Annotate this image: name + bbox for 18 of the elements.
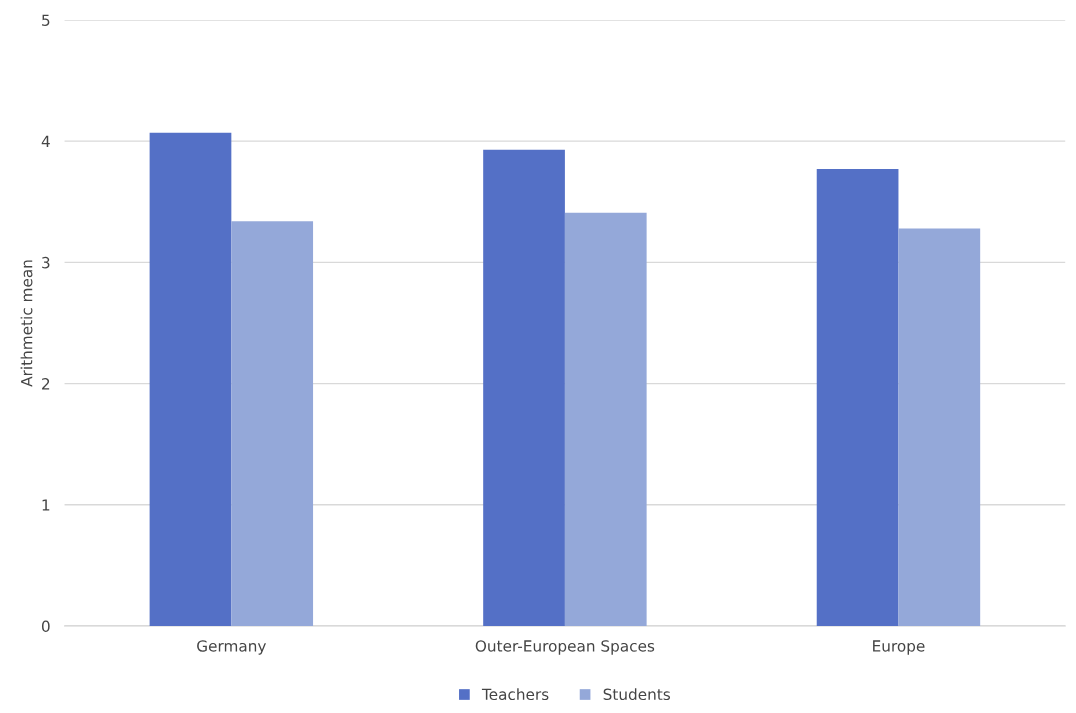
bar: [816, 169, 899, 627]
y-tick-label: 0: [41, 620, 50, 633]
y-tick-label: 1: [42, 499, 50, 511]
x-tick-label: Outer-European Spaces: [475, 640, 655, 655]
y-tick-label: 3: [42, 256, 50, 269]
bar: [564, 212, 647, 627]
bar: [898, 228, 981, 627]
x-tick-label: Europe: [873, 640, 925, 655]
legend-label: Teachers: [481, 688, 549, 701]
x-tick-label: Germany: [197, 640, 266, 655]
y-tick-label: 4: [41, 135, 50, 147]
y-tick-label: 5: [42, 14, 50, 26]
y-tick-label: 2: [42, 378, 50, 390]
y-axis-title: Arithmetic mean: [20, 260, 33, 387]
bar: [231, 221, 314, 627]
bar: [483, 149, 565, 627]
bar: [149, 132, 232, 627]
legend-label: Students: [603, 688, 671, 701]
